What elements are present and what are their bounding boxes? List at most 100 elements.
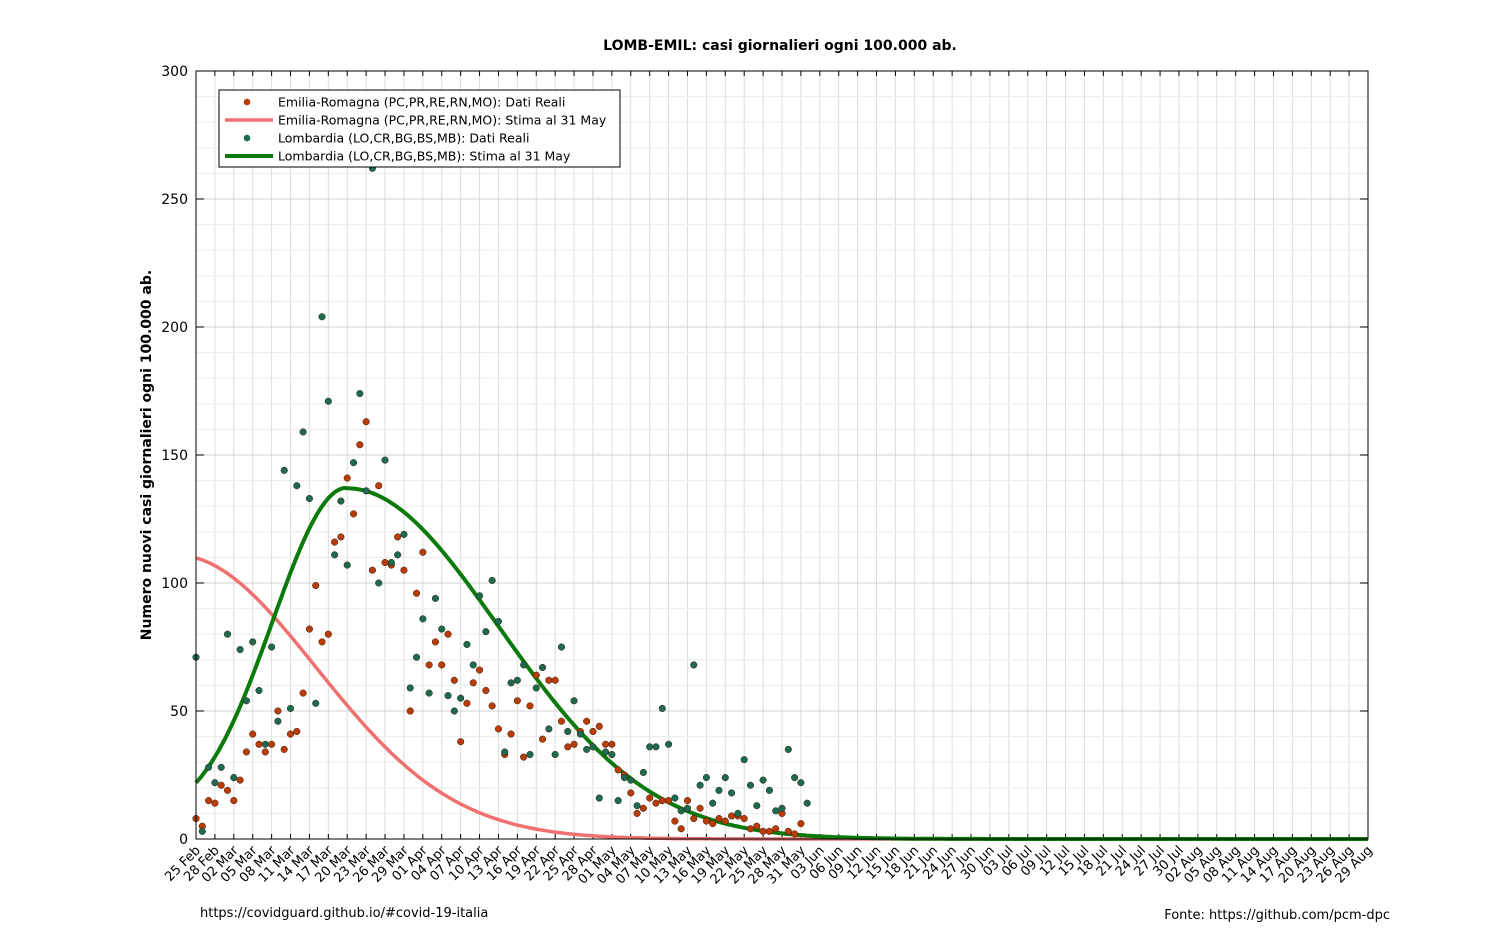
legend-label: Lombardia (LO,CR,BG,BS,MB): Stima al 31 … [278,149,571,164]
data-point [583,717,591,725]
data-point [539,735,547,743]
data-point [646,794,654,802]
data-point [633,809,641,817]
data-point [709,820,717,828]
data-point [702,774,710,782]
data-point [299,689,307,697]
data-point [803,799,811,807]
data-point [772,807,780,815]
plot-frame [195,70,1369,840]
data-point [746,825,755,833]
data-point [368,566,376,574]
data-point [412,653,421,661]
data-point [261,740,269,748]
data-point [545,676,553,684]
data-point [469,679,477,687]
data-point [211,799,219,807]
data-point [444,630,452,638]
data-point [627,776,635,784]
data-point [734,809,742,817]
data-point [652,743,660,751]
data-point [570,697,578,705]
legend-marker [243,134,251,142]
data-point [205,797,213,805]
data-point [595,722,603,730]
data-point [274,717,282,725]
data-point [671,817,679,825]
y-tick-label: 300 [161,64,188,80]
data-point [677,807,685,815]
data-point [463,699,471,707]
data-point [620,774,629,782]
data-point [242,748,250,756]
data-point [797,779,805,787]
data-point [532,684,540,692]
data-point [230,797,238,805]
data-point [526,750,534,759]
data-point [658,704,666,712]
data-point [362,487,370,495]
data-point [375,579,383,587]
legend: Emilia-Romagna (PC,PR,RE,RN,MO): Dati Re… [218,89,621,168]
data-point [217,781,225,789]
data-point [576,730,584,738]
y-tick-label: 100 [161,576,188,592]
data-point [683,804,692,812]
data-point [728,812,736,820]
data-point [539,663,547,672]
data-point [381,558,389,567]
legend-label: Emilia-Romagna (PC,PR,RE,RN,MO): Dati Re… [278,95,565,110]
data-point [513,697,521,705]
data-point [690,814,698,823]
data-point [740,814,748,823]
data-point [431,594,439,602]
data-point [595,794,603,802]
data-point [255,686,263,695]
data-point [759,776,767,784]
data-point [740,756,748,764]
footer-source-link[interactable]: https://covidguard.github.io/#covid-19-i… [200,906,489,921]
data-point [349,459,358,467]
data-point [343,474,351,482]
data-point [223,786,232,794]
data-point [293,482,301,490]
data-point [677,825,685,833]
data-point [646,743,654,751]
data-point [589,727,597,736]
data-point [387,558,395,567]
data-point [639,804,647,812]
data-point [255,740,263,748]
data-point [318,313,326,321]
data-point [551,676,559,684]
data-point [444,692,452,700]
data-point [709,799,717,807]
data-point [696,781,704,789]
data-point [337,497,345,505]
data-point [784,827,792,835]
data-point [696,804,704,812]
data-point [400,566,408,574]
data-point [475,592,484,600]
data-point [412,589,421,597]
data-point [778,804,786,812]
data-point [356,390,364,398]
data-point [507,679,515,687]
data-point [494,725,503,733]
legend-marker [243,98,251,106]
footer-data-source: Fonte: https://github.com/pcm-dpc [1164,908,1390,923]
data-point [772,825,780,833]
data-point [268,740,276,748]
data-point [236,776,244,784]
data-point [665,797,673,805]
data-point [513,676,521,684]
data-point [305,494,313,503]
data-point [482,628,490,636]
data-point [570,740,578,748]
data-point [406,707,414,715]
data-point [614,766,622,774]
data-point [469,661,477,669]
data-point [715,814,723,823]
data-point [639,768,647,776]
data-point [312,699,320,707]
